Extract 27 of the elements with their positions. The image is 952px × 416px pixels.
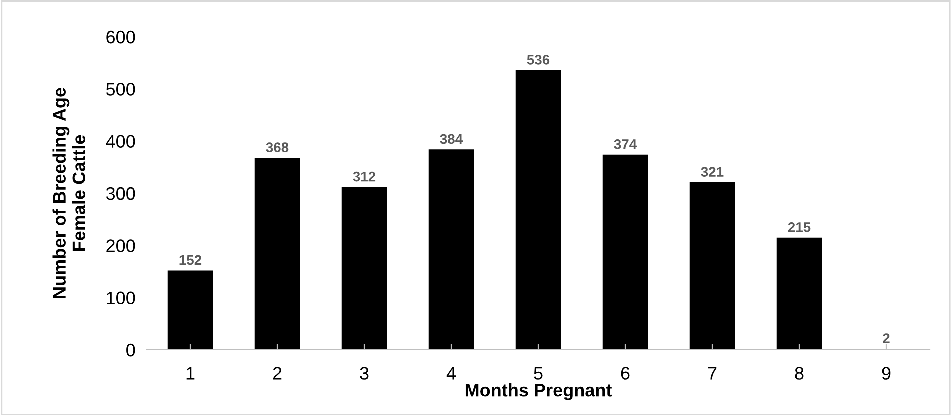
x-tick-label: 6 <box>621 367 630 380</box>
x-tick-label: 9 <box>882 367 891 380</box>
x-tick-label: 8 <box>795 367 804 380</box>
x-tick-label: 3 <box>360 367 369 380</box>
x-axis-title: Months Pregnant <box>466 384 612 400</box>
data-label: 321 <box>701 167 724 178</box>
y-axis-title: Number of Breeding Age Female Cattle <box>52 88 86 298</box>
y-tick-label: 100 <box>107 292 136 305</box>
y-tick-label: 400 <box>106 135 136 148</box>
x-tick-label: 5 <box>534 367 543 380</box>
y-tick-label: 200 <box>106 240 136 252</box>
data-label: 215 <box>788 222 811 232</box>
data-label: 152 <box>180 255 202 266</box>
y-tick-label: 600 <box>106 30 136 44</box>
data-label: 536 <box>527 55 550 65</box>
data-label: 312 <box>353 172 376 182</box>
data-label: 368 <box>266 142 289 153</box>
y-tick-label: 0 <box>126 344 136 357</box>
y-tick-label: 500 <box>106 83 136 96</box>
x-tick-label: 4 <box>446 367 456 380</box>
x-tick-label: 1 <box>186 367 195 380</box>
x-tick-label: 2 <box>273 367 282 380</box>
x-tick-label: 7 <box>708 367 717 380</box>
y-tick-label: 300 <box>106 187 136 200</box>
data-label: 2 <box>883 334 890 344</box>
data-label: 374 <box>614 140 638 150</box>
data-label: 384 <box>440 134 464 144</box>
